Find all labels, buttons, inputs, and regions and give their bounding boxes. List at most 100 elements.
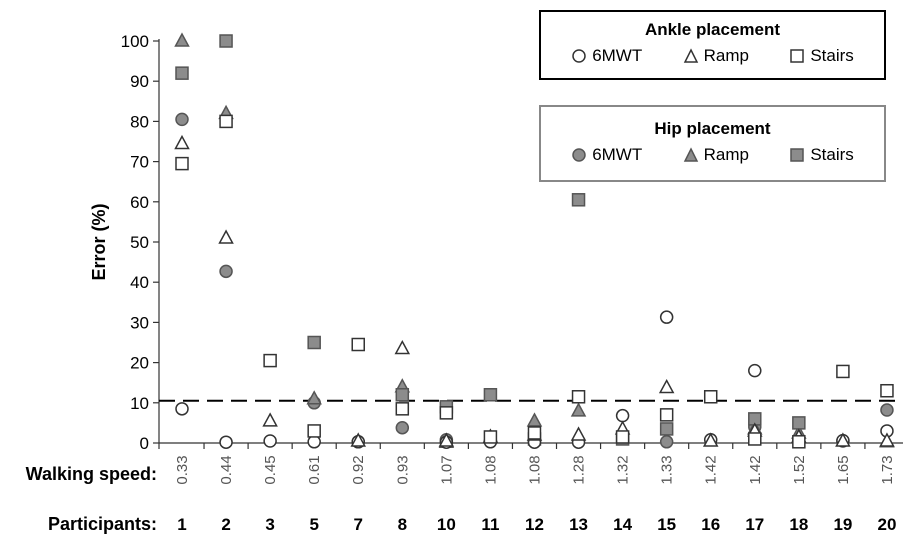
walking-speed-label: 1.73 <box>879 455 896 484</box>
participant-label: 10 <box>437 515 456 534</box>
ankle-ramp-marker <box>350 432 366 447</box>
participant-label: 20 <box>877 515 896 534</box>
ankle-stairs-marker <box>307 424 321 438</box>
ankle-stairs-marker <box>439 406 454 420</box>
participant-label: 13 <box>569 515 588 534</box>
hip-stairs-marker <box>175 66 189 80</box>
y-tick-label: 70 <box>130 153 149 172</box>
participant-label: 14 <box>613 515 632 534</box>
walking-speed-label: 0.92 <box>350 455 367 484</box>
y-axis-label: Error (%) <box>89 203 109 280</box>
ankle-stairs-marker <box>571 390 586 404</box>
legend-item-hip-stairs: Stairs <box>789 145 854 165</box>
legend-label: 6MWT <box>592 145 643 164</box>
participant-label: 1 <box>177 515 186 534</box>
hip-6mwt-marker <box>219 264 233 279</box>
ankle-ramp-marker <box>835 432 851 447</box>
ankle-stairs-marker <box>263 353 277 368</box>
ankle-6mwt-marker <box>263 434 277 448</box>
y-tick-label: 50 <box>130 233 149 252</box>
hip-stairs-marker <box>395 388 410 402</box>
walking-speed-label: 0.33 <box>174 455 191 484</box>
legend-label: 6MWT <box>592 46 643 65</box>
ankle-ramp-marker <box>658 378 675 394</box>
hip-stairs-marker <box>571 193 586 207</box>
filled-square-marker-icon <box>790 148 805 162</box>
hip-6mwt-marker <box>880 403 894 417</box>
ankle-stairs-marker <box>748 432 762 446</box>
ankle-stairs-marker <box>219 114 233 129</box>
y-tick-label: 90 <box>130 72 149 91</box>
ankle-stairs-marker <box>483 430 498 444</box>
participant-label: 18 <box>789 515 808 534</box>
legend-item-ankle-ramp: Ramp <box>683 46 749 66</box>
y-tick-label: 80 <box>130 112 149 131</box>
open-triangle-marker-icon <box>683 48 698 63</box>
open-square-marker-icon <box>790 49 805 63</box>
hip-ramp-marker <box>306 390 322 405</box>
participant-label: 2 <box>221 515 230 534</box>
y-tick-label: 40 <box>130 273 149 292</box>
participant-label: 17 <box>745 515 764 534</box>
participant-label: 11 <box>481 515 499 534</box>
ankle-stairs-marker <box>527 426 542 440</box>
legend-title-hip: Hip placement <box>654 119 771 138</box>
participant-label: 16 <box>701 515 720 534</box>
ankle-ramp-marker <box>218 229 234 244</box>
ankle-6mwt-marker <box>219 435 233 449</box>
walking-speed-label: 1.42 <box>747 455 764 484</box>
hip-stairs-marker <box>307 335 321 350</box>
legend-label: Ramp <box>703 46 749 65</box>
hip-ramp-marker <box>526 412 543 427</box>
ankle-stairs-marker <box>615 430 630 444</box>
ankle-stairs-marker <box>175 156 189 171</box>
walking-speed-label: 1.28 <box>571 455 588 484</box>
participant-label: 5 <box>309 515 318 534</box>
walking-speed-row-label: Walking speed: <box>26 464 157 484</box>
hip-stairs-marker <box>659 422 674 436</box>
ankle-ramp-marker <box>570 426 587 441</box>
ankle-ramp-marker <box>394 339 411 355</box>
walking-speed-label: 1.08 <box>482 455 499 484</box>
ankle-stairs-marker <box>880 383 894 398</box>
participant-label: 15 <box>657 515 676 534</box>
hip-ramp-marker <box>570 402 587 417</box>
ankle-6mwt-marker <box>659 310 674 324</box>
y-tick-label: 20 <box>130 354 149 373</box>
ankle-6mwt-marker <box>615 408 630 423</box>
ankle-ramp-marker <box>174 134 190 150</box>
walking-speed-label: 1.07 <box>438 455 455 484</box>
ankle-ramp-marker <box>262 412 278 427</box>
ankle-stairs-marker <box>351 337 365 352</box>
ankle-6mwt-marker <box>175 402 189 416</box>
walking-speed-label: 1.42 <box>703 455 720 484</box>
walking-speed-label: 1.52 <box>791 455 808 484</box>
hip-stairs-marker <box>483 388 498 402</box>
participant-label: 7 <box>354 515 363 534</box>
participants-row-label: Participants: <box>48 514 157 534</box>
ankle-stairs-marker <box>395 402 410 416</box>
ankle-stairs-marker <box>703 390 718 404</box>
walking-speed-label: 0.45 <box>262 455 279 484</box>
walking-speed-label: 0.61 <box>306 455 323 484</box>
walking-speed-label: 1.32 <box>615 455 632 484</box>
hip-6mwt-marker <box>395 420 410 435</box>
hip-6mwt-marker <box>659 435 674 449</box>
y-tick-label: 30 <box>130 313 149 332</box>
walking-speed-label: 0.93 <box>394 455 411 484</box>
legend-ankle-placement: Ankle placement 6MWT Ramp Stairs <box>539 10 886 80</box>
legend-item-ankle-stairs: Stairs <box>789 46 854 66</box>
legend-label: Stairs <box>810 46 854 65</box>
y-tick-label: 60 <box>130 193 149 212</box>
y-tick-label: 100 <box>121 32 149 51</box>
participant-label: 19 <box>833 515 852 534</box>
ankle-stairs-marker <box>836 364 850 379</box>
legend-item-ankle-6mwt: 6MWT <box>571 46 642 66</box>
participant-label: 12 <box>525 515 544 534</box>
filled-circle-marker-icon <box>572 148 586 162</box>
ankle-ramp-marker <box>702 432 719 447</box>
hip-6mwt-marker <box>175 112 189 127</box>
participant-label: 3 <box>265 515 274 534</box>
legend-label: Stairs <box>810 145 854 164</box>
